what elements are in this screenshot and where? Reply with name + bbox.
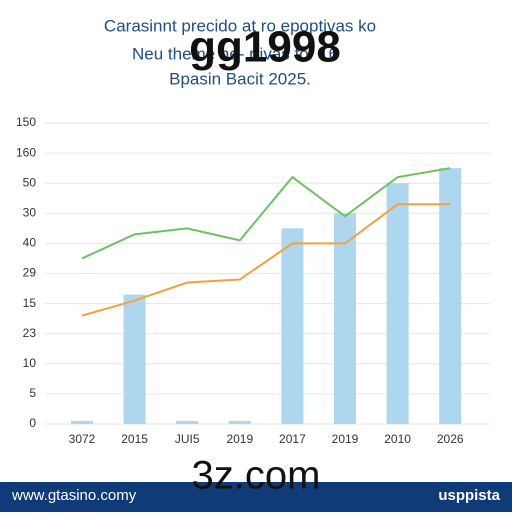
x-tick-label: JUI5 (175, 432, 200, 446)
y-tick-label: 15 (23, 296, 37, 310)
bar (281, 228, 304, 424)
x-tick-label: 2015 (121, 432, 148, 446)
chart-subtitle: Bpasin Bacit 2025. (169, 69, 311, 88)
y-tick-label: 50 (23, 175, 37, 189)
bar (176, 420, 199, 424)
chart-subtitle: Neu theme ne- rtivas for 16 (132, 44, 338, 63)
plot: 0 5 10 23 15 29 40 30 50 160 150 3072 2015 JUI5 2019 20… (16, 115, 490, 446)
y-tick-label: 160 (16, 145, 36, 159)
x-tick-label: 2017 (279, 432, 306, 446)
y-tick-label: 0 (29, 416, 36, 430)
y-tick-label: 40 (23, 236, 37, 250)
bar (123, 294, 146, 424)
watermark: 3z.com (192, 454, 321, 498)
bar (334, 213, 356, 424)
y-tick-label: 30 (23, 205, 37, 219)
y-tick-label: 150 (16, 115, 36, 129)
chart-title: Carasinnt precido at ro epoptivas ko (104, 16, 376, 35)
line (81, 167, 451, 260)
bar (439, 168, 462, 424)
line (81, 203, 451, 317)
y-tick-label: 5 (29, 386, 36, 400)
bar (228, 420, 251, 424)
x-tick-label: 3072 (69, 432, 96, 446)
bar (386, 183, 409, 424)
x-tick-label: 2026 (437, 432, 464, 446)
x-tick-label: 2010 (384, 432, 411, 446)
y-tick-label: 23 (23, 326, 37, 340)
footer-logo: usppista (438, 487, 500, 504)
x-tick-label: 2019 (226, 432, 253, 446)
y-tick-label: 10 (23, 356, 37, 370)
x-tick-label: 2019 (332, 432, 359, 446)
footer-bar (0, 482, 512, 512)
y-tick-label: 29 (23, 266, 37, 280)
bar (71, 420, 93, 424)
watermark: gg1998 (189, 23, 341, 72)
footer-text: www.gtasino.comy (11, 487, 137, 504)
